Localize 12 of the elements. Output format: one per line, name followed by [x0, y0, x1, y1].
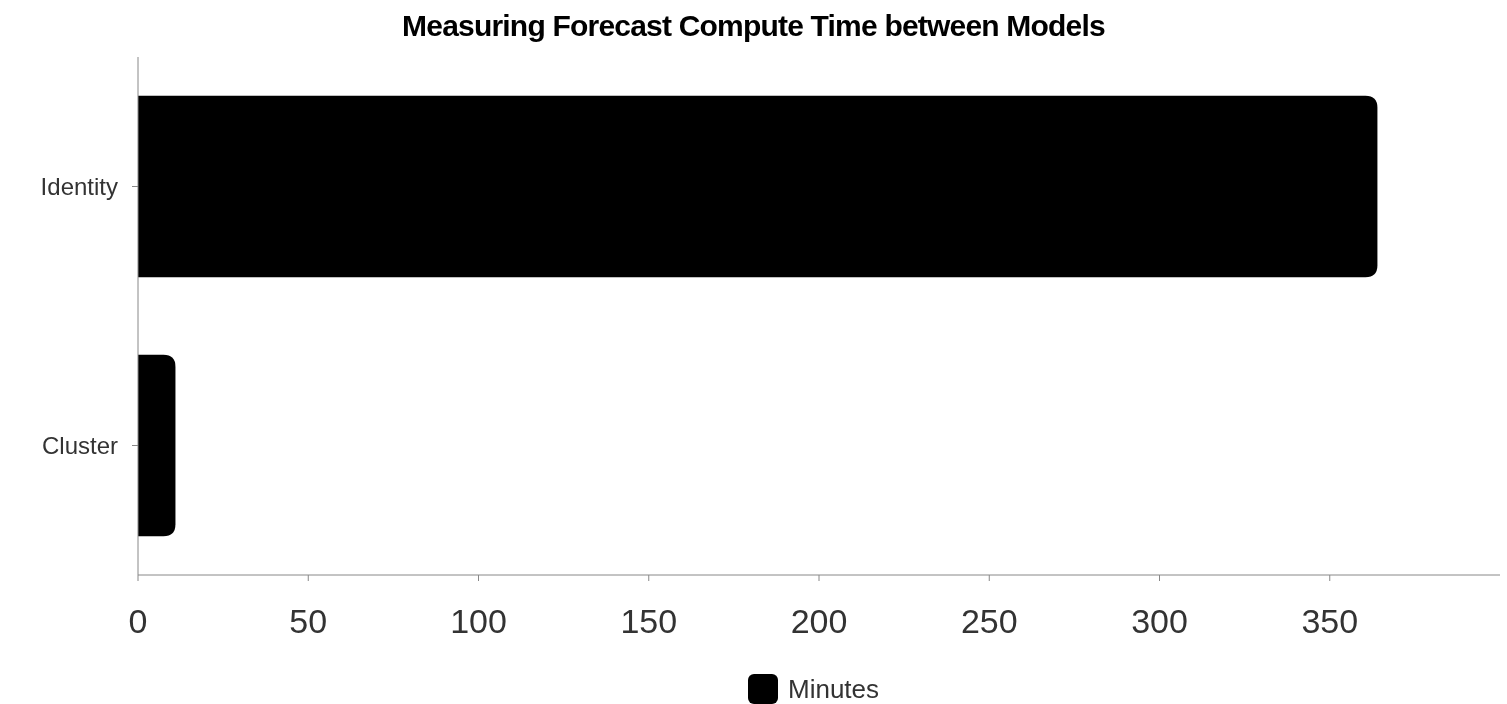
chart-title: Measuring Forecast Compute Time between Models — [402, 9, 1106, 42]
x-tick-label: 50 — [289, 602, 328, 640]
x-tick-label: 100 — [450, 602, 507, 640]
y-tick-label: Identity — [40, 172, 118, 200]
x-tick-label: 300 — [1131, 602, 1188, 640]
x-tick-label: 150 — [620, 602, 678, 640]
x-tick-label: 250 — [960, 602, 1018, 640]
x-tick-label: 200 — [790, 602, 848, 640]
x-tick-label: 350 — [1301, 602, 1359, 640]
x-tick-label: 0 — [128, 602, 148, 640]
y-tick-label: Cluster — [41, 431, 118, 459]
legend-label: Minutes — [788, 674, 880, 704]
